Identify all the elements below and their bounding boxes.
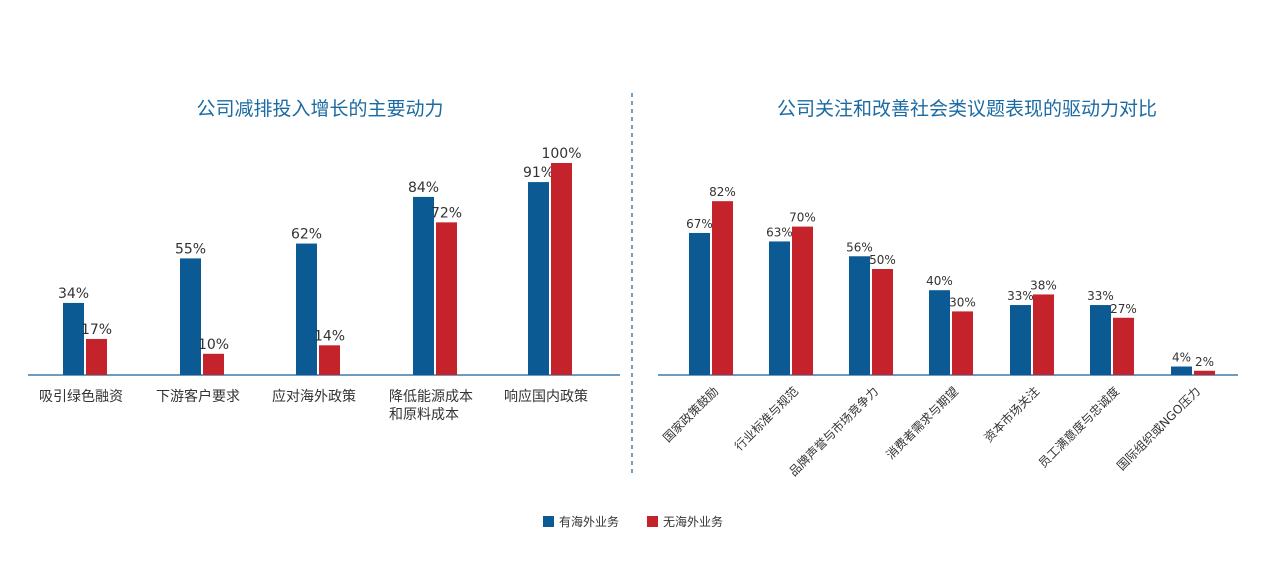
legend-swatch: [647, 516, 658, 527]
value-label: 56%: [846, 240, 873, 254]
bar: [689, 232, 710, 375]
value-label: 38%: [1030, 278, 1057, 292]
bar: [952, 311, 973, 375]
bar: [413, 196, 434, 375]
value-label: 50%: [869, 253, 896, 267]
x-tick-label: 员工满意度与忠诚度: [1035, 384, 1122, 471]
value-label: 33%: [1007, 289, 1034, 303]
value-label: 33%: [1087, 289, 1114, 303]
bar: [769, 241, 790, 375]
bar: [180, 258, 201, 375]
value-label: 67%: [686, 217, 713, 231]
legend-label: 无海外业务: [663, 514, 723, 529]
value-label: 27%: [1110, 302, 1137, 316]
bar: [203, 353, 224, 375]
bar: [1010, 305, 1031, 375]
value-label: 4%: [1172, 351, 1191, 365]
value-label: 34%: [58, 286, 89, 302]
value-label: 70%: [789, 211, 816, 225]
value-label: 14%: [314, 328, 345, 344]
bar: [929, 290, 950, 375]
bar: [1033, 294, 1054, 375]
value-label: 55%: [175, 241, 206, 257]
x-tick-label: 资本市场关注: [981, 384, 1043, 446]
value-label: 30%: [949, 295, 976, 309]
value-label: 82%: [709, 185, 736, 199]
bar: [849, 256, 870, 375]
x-tick-label: 应对海外政策: [272, 389, 356, 405]
bar: [319, 345, 340, 375]
legend-label: 有海外业务: [559, 514, 619, 529]
bar: [63, 302, 84, 375]
x-tick-label: 品牌声誉与市场竞争力: [786, 384, 881, 479]
bar: [86, 338, 107, 375]
bar: [528, 182, 549, 375]
bar: [1113, 317, 1134, 375]
bar: [1194, 370, 1215, 375]
bar: [872, 269, 893, 375]
legend-swatch: [543, 516, 554, 527]
bar: [792, 226, 813, 375]
value-label: 100%: [541, 146, 581, 162]
bar: [296, 243, 317, 375]
chart-title: 公司减排投入增长的主要动力: [196, 98, 443, 120]
x-tick-label: 国家政策鼓励: [660, 384, 722, 446]
x-tick-label: 降低能源成本和原料成本: [389, 389, 473, 423]
bar: [1090, 305, 1111, 375]
value-label: 91%: [523, 165, 554, 181]
bar: [712, 201, 733, 375]
x-tick-label: 响应国内政策: [504, 389, 588, 405]
x-tick-label: 吸引绿色融资: [39, 389, 123, 405]
value-label: 10%: [198, 337, 229, 353]
x-tick-label: 行业标准与规范: [731, 384, 801, 454]
value-label: 63%: [766, 225, 793, 239]
value-label: 62%: [291, 227, 322, 243]
bar: [551, 163, 572, 375]
bar: [436, 222, 457, 375]
bar: [1171, 366, 1192, 375]
value-label: 84%: [408, 180, 439, 196]
x-tick-label: 下游客户要求: [156, 389, 240, 405]
value-label: 40%: [926, 274, 953, 288]
chart-title: 公司关注和改善社会类议题表现的驱动力对比: [777, 98, 1157, 120]
x-tick-label: 消费者需求与期望: [883, 384, 961, 462]
value-label: 72%: [431, 205, 462, 221]
x-tick-label: 国际组织或NGO压力: [1114, 384, 1203, 473]
value-label: 17%: [81, 322, 112, 338]
value-label: 2%: [1195, 355, 1214, 369]
